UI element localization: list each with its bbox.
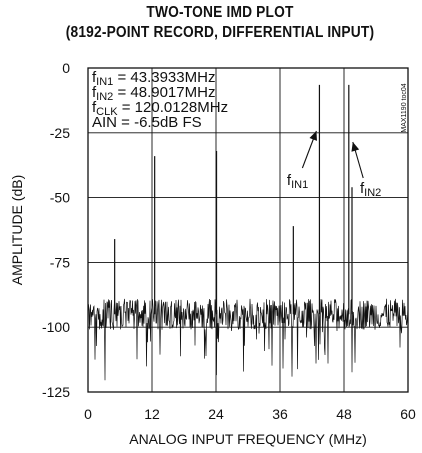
y-axis-label: AMPLITUDE (dB) — [9, 175, 25, 285]
x-tick-label: 12 — [144, 406, 160, 422]
label-fin2: fIN2 — [360, 180, 381, 199]
x-tick-label: 36 — [272, 406, 288, 422]
y-tick-label: 0 — [62, 60, 70, 76]
chart-title: TWO-TONE IMD PLOT — [146, 4, 294, 21]
x-axis-label: ANALOG INPUT FREQUENCY (MHz) — [129, 431, 367, 447]
y-tick-label: -125 — [42, 384, 70, 400]
annotation-line: fIN1 = 43.3933MHz — [92, 69, 215, 88]
y-tick-label: -25 — [50, 125, 70, 141]
x-tick-label: 0 — [84, 406, 92, 422]
annotation-line: fIN2 = 48.9017MHz — [92, 84, 215, 103]
annotation-line: fCLK = 120.0128MHz — [92, 99, 228, 118]
plot-frame — [87, 67, 409, 393]
chart-subtitle: (8192-POINT RECORD, DIFFERENTIAL INPUT) — [65, 24, 375, 41]
y-tick-labels: 0 -25 -50 -75 -100 -125 — [42, 60, 70, 400]
y-tick-label: -100 — [42, 319, 70, 335]
x-tick-label: 48 — [336, 406, 352, 422]
annotation-line: AIN = -6.5dB FS — [92, 114, 202, 131]
tone-arrows: fIN1 fIN2 — [287, 130, 381, 199]
spur-lines — [114, 84, 353, 315]
spectrum-trace — [87, 298, 409, 381]
x-tick-labels: 0 12 24 36 48 60 — [84, 406, 416, 422]
arrow-fin2-head — [351, 142, 360, 152]
y-tick-label: -50 — [50, 190, 70, 206]
x-tick-label: 60 — [400, 406, 416, 422]
arrow-fin1-head — [309, 131, 317, 141]
x-tick-label: 24 — [208, 406, 224, 422]
noise-floor — [87, 298, 409, 381]
label-fin1: fIN1 — [287, 172, 308, 191]
side-label: MAX1190 toc04 — [401, 83, 408, 132]
y-tick-label: -75 — [50, 254, 70, 270]
